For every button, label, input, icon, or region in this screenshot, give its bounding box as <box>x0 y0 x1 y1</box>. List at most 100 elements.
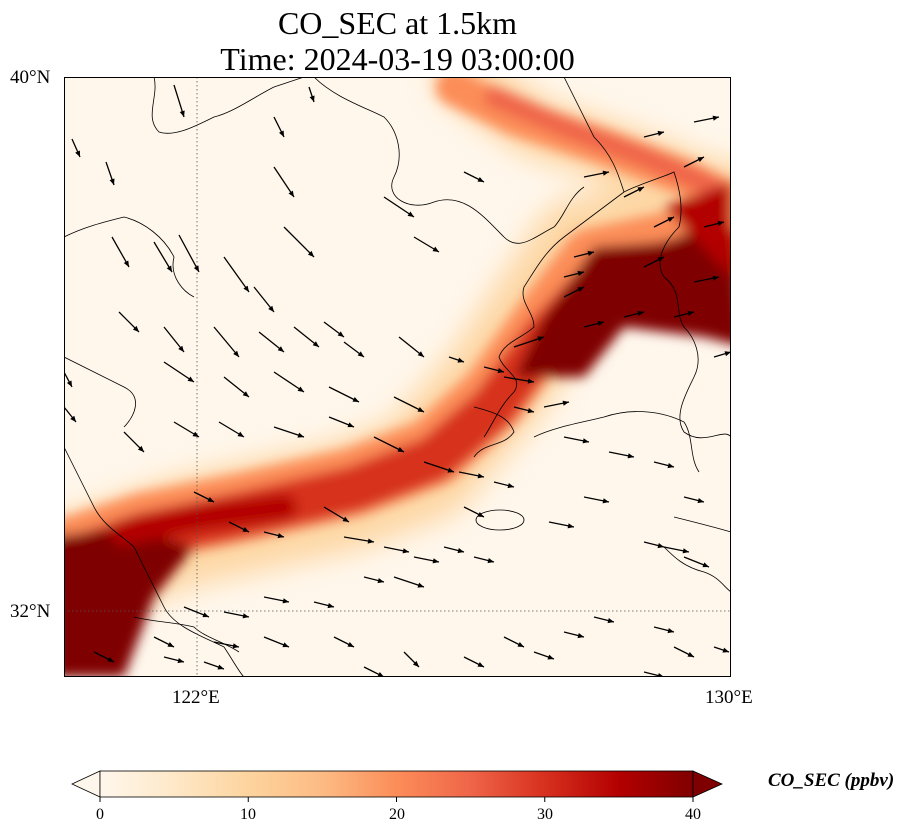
wind-arrow-head <box>327 603 334 609</box>
wind-arrow-head <box>402 548 409 554</box>
wind-arrow-head <box>567 523 574 529</box>
colorbar-tick-label-30: 30 <box>537 806 553 823</box>
wind-arrow-head <box>577 270 584 276</box>
co-concentration-field <box>64 77 731 677</box>
wind-arrow-head <box>187 376 194 382</box>
wind-arrow <box>273 371 305 393</box>
wind-arrow-head <box>637 187 644 193</box>
colorbar-tick-label-40: 40 <box>685 806 701 823</box>
wind-arrow-head <box>417 351 424 357</box>
wind-arrow-head <box>207 496 214 502</box>
wind-arrow-head <box>682 548 689 554</box>
wind-arrow-head <box>407 211 414 217</box>
wind-arrow-head <box>712 115 719 121</box>
wind-arrow-head <box>347 641 354 647</box>
wind-arrow-head <box>724 351 731 357</box>
wind-arrow-head <box>342 516 349 522</box>
wind-arrow-head <box>178 345 184 352</box>
wind-arrow-head <box>192 431 199 437</box>
wind-arrow-head <box>477 176 484 182</box>
wind-arrow-head <box>657 543 664 549</box>
wind-arrow-head <box>268 305 274 312</box>
wind-arrow-head <box>627 453 634 459</box>
wind-arrow-head <box>242 613 249 619</box>
wind-arrow-head <box>243 285 249 292</box>
wind-arrow <box>223 256 250 293</box>
wind-arrow-head <box>497 368 504 374</box>
wind-arrow-head <box>179 110 185 117</box>
wind-arrow-head <box>237 431 244 437</box>
map-title: CO_SEC at 1.5km <box>277 5 518 41</box>
wind-arrow-head <box>712 275 719 281</box>
wind-arrow-head <box>607 618 614 624</box>
wind-arrow-head <box>687 651 694 657</box>
wind-arrow-head <box>297 386 304 392</box>
wind-arrow-head <box>667 628 674 634</box>
lat-tick-label-40: 40°N <box>10 67 51 88</box>
lon-tick-label-130: 130°E <box>705 687 753 708</box>
wind-arrow-head <box>717 220 724 226</box>
wind-vector-field <box>64 84 731 677</box>
colorbar-label: CO_SEC (ppbv) <box>768 770 895 791</box>
wind-arrow-head <box>297 432 304 438</box>
wind-arrow-head <box>132 325 139 332</box>
wind-arrow-head <box>417 406 424 412</box>
wind-arrow-head <box>457 357 464 363</box>
wind-arrow-head <box>282 598 289 604</box>
wind-arrow-head <box>377 578 384 584</box>
wind-arrow-head <box>277 533 284 539</box>
wind-arrow-head <box>417 582 424 588</box>
wind-arrow-head <box>507 483 514 489</box>
wind-arrow-head <box>667 463 674 469</box>
wind-arrow <box>213 326 240 358</box>
wind-arrow-head <box>657 257 664 263</box>
wind-arrow-head <box>278 130 284 137</box>
coastlines <box>64 77 731 677</box>
lat-tick-label-32: 32°N <box>10 601 51 622</box>
wind-arrow-head <box>657 130 664 136</box>
wind-arrow-head <box>233 350 239 357</box>
wind-arrow-head <box>232 643 239 649</box>
wind-arrow-head <box>193 265 199 272</box>
colorbar-tick-label-0: 0 <box>96 806 104 823</box>
colorbar-gradient <box>99 770 694 798</box>
wind-arrow <box>283 226 315 258</box>
wind-arrow-head <box>177 658 184 664</box>
wind-arrow-head <box>517 641 524 647</box>
wind-arrow-head <box>477 473 484 479</box>
wind-arrow-head <box>702 562 709 568</box>
wind-arrow-head <box>667 217 674 223</box>
wind-arrow-head <box>412 660 419 667</box>
wind-arrow <box>163 361 195 383</box>
colorbar-ticks <box>99 797 694 802</box>
wind-arrow-head <box>587 250 594 256</box>
map-panel <box>64 77 731 677</box>
wind-arrow-head <box>527 378 534 384</box>
colorbar-tick-label-20: 20 <box>389 806 405 823</box>
wind-arrow-head <box>602 498 609 504</box>
wind-arrow-head <box>347 422 354 428</box>
colorbar-tick-label-10: 10 <box>240 806 256 823</box>
wind-arrow-head <box>337 331 344 337</box>
colorbar-extend-max <box>692 770 723 798</box>
wind-arrow-head <box>477 661 484 667</box>
wind-arrow-head <box>527 408 534 414</box>
wind-arrow-head <box>637 310 644 316</box>
wind-arrow-head <box>562 400 569 406</box>
wind-arrow-head <box>477 511 484 517</box>
wind-arrow-head <box>357 351 364 357</box>
wind-arrow-head <box>582 438 589 444</box>
wind-arrow-head <box>597 320 604 326</box>
wind-arrow-head <box>123 260 129 267</box>
wind-arrow-head <box>166 265 172 272</box>
wind-arrow-head <box>309 95 315 102</box>
wind-arrow-head <box>242 526 249 532</box>
wind-arrow <box>273 166 295 198</box>
wind-arrow-head <box>66 380 72 387</box>
wind-arrow-head <box>288 190 294 197</box>
wind-arrow-head <box>307 250 314 257</box>
wind-arrow-head <box>487 558 494 564</box>
wind-arrow-head <box>602 170 609 176</box>
gridlines <box>64 77 731 677</box>
